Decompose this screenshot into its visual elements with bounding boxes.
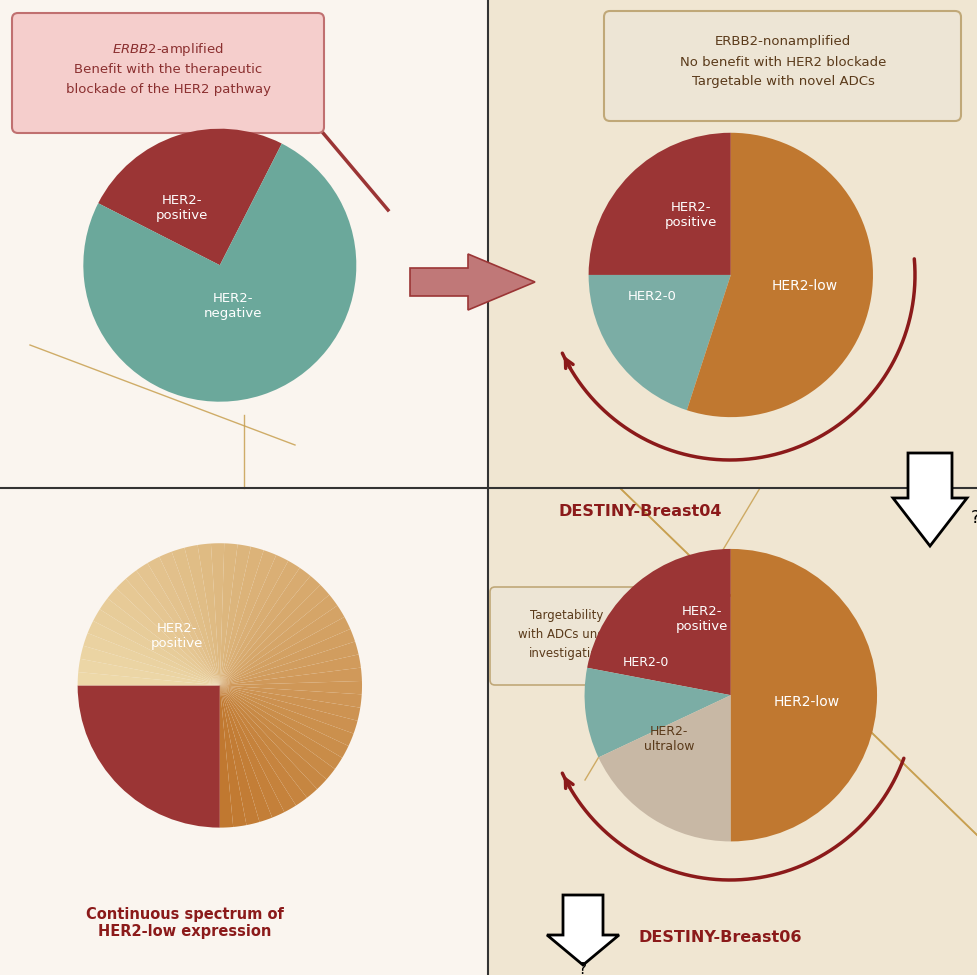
Wedge shape — [220, 547, 264, 685]
Wedge shape — [220, 685, 326, 789]
Text: HER2-0: HER2-0 — [622, 656, 669, 670]
FancyBboxPatch shape — [12, 13, 324, 133]
Wedge shape — [220, 585, 329, 685]
Polygon shape — [410, 254, 535, 310]
Wedge shape — [587, 549, 731, 695]
Text: HER2-
ultralow: HER2- ultralow — [644, 725, 695, 753]
Wedge shape — [83, 633, 220, 685]
Wedge shape — [220, 685, 273, 822]
Polygon shape — [547, 895, 619, 965]
Wedge shape — [220, 685, 260, 825]
Text: ?: ? — [970, 509, 977, 527]
Text: blockade of the HER2 pathway: blockade of the HER2 pathway — [65, 84, 271, 97]
Text: HER2-
positive: HER2- positive — [675, 605, 728, 633]
Wedge shape — [220, 685, 361, 721]
Wedge shape — [172, 548, 220, 685]
Wedge shape — [220, 561, 300, 685]
Wedge shape — [220, 555, 288, 685]
FancyBboxPatch shape — [490, 587, 645, 685]
Wedge shape — [220, 668, 361, 685]
Wedge shape — [220, 685, 358, 733]
Wedge shape — [148, 557, 220, 685]
Wedge shape — [185, 545, 220, 685]
Wedge shape — [220, 685, 307, 805]
Text: HER2-
negative: HER2- negative — [204, 292, 263, 320]
Text: $\it{ERBB2}$-amplified: $\it{ERBB2}$-amplified — [112, 42, 224, 58]
Text: Continuous spectrum of
HER2-low expression: Continuous spectrum of HER2-low expressi… — [86, 907, 284, 939]
Bar — [488, 488, 977, 975]
Bar — [0, 488, 488, 975]
FancyBboxPatch shape — [604, 11, 961, 121]
Wedge shape — [126, 570, 220, 685]
Wedge shape — [220, 685, 349, 758]
Wedge shape — [731, 549, 877, 841]
Wedge shape — [220, 685, 318, 798]
Polygon shape — [893, 453, 967, 546]
Wedge shape — [584, 668, 731, 758]
Wedge shape — [77, 672, 220, 685]
Text: Targetable with novel ADCs: Targetable with novel ADCs — [692, 75, 874, 89]
Wedge shape — [83, 143, 357, 402]
Text: HER2-
positive: HER2- positive — [664, 201, 717, 229]
Wedge shape — [220, 617, 351, 685]
Wedge shape — [78, 659, 220, 685]
Wedge shape — [220, 685, 361, 708]
Wedge shape — [220, 629, 355, 685]
Bar — [488, 0, 977, 488]
Text: HER2-
positive: HER2- positive — [155, 194, 208, 222]
Wedge shape — [687, 133, 873, 417]
Text: HER2-low: HER2-low — [774, 695, 840, 710]
Wedge shape — [220, 685, 296, 812]
Text: DESTINY-Breast04: DESTINY-Breast04 — [558, 504, 722, 520]
Wedge shape — [220, 550, 276, 685]
Wedge shape — [220, 685, 284, 818]
Wedge shape — [220, 685, 354, 746]
Wedge shape — [220, 685, 234, 828]
Wedge shape — [116, 579, 220, 685]
Wedge shape — [88, 621, 220, 685]
Wedge shape — [220, 595, 337, 685]
Wedge shape — [220, 543, 237, 685]
Wedge shape — [197, 543, 220, 685]
Wedge shape — [220, 605, 345, 685]
Wedge shape — [599, 695, 731, 841]
Text: Targetability: Targetability — [531, 608, 604, 621]
Wedge shape — [220, 544, 251, 685]
Text: ?: ? — [579, 962, 587, 975]
Wedge shape — [220, 681, 362, 694]
Wedge shape — [220, 685, 342, 769]
Text: with ADCs under: with ADCs under — [518, 628, 616, 641]
Text: HER2-
positive: HER2- positive — [151, 622, 203, 649]
Wedge shape — [220, 576, 320, 685]
Text: DESTINY-Breast06: DESTINY-Breast06 — [638, 929, 802, 945]
Wedge shape — [80, 645, 220, 685]
Wedge shape — [220, 567, 311, 685]
Wedge shape — [99, 129, 281, 265]
Wedge shape — [588, 275, 731, 410]
Wedge shape — [220, 685, 335, 779]
Text: ERBB2-nonamplified: ERBB2-nonamplified — [715, 35, 851, 49]
Bar — [0, 0, 488, 488]
Text: HER2-low: HER2-low — [772, 279, 838, 293]
Text: No benefit with HER2 blockade: No benefit with HER2 blockade — [680, 56, 886, 68]
Wedge shape — [93, 609, 220, 685]
Wedge shape — [588, 133, 731, 275]
Wedge shape — [77, 685, 220, 828]
Text: investigation: investigation — [529, 646, 606, 659]
Wedge shape — [100, 599, 220, 685]
Wedge shape — [220, 654, 361, 685]
Wedge shape — [211, 543, 225, 685]
Wedge shape — [220, 685, 246, 827]
Wedge shape — [159, 552, 220, 685]
Text: Benefit with the therapeutic: Benefit with the therapeutic — [74, 63, 262, 76]
Wedge shape — [220, 642, 359, 685]
Wedge shape — [136, 563, 220, 685]
Text: HER2-0: HER2-0 — [628, 290, 677, 303]
Wedge shape — [107, 588, 220, 685]
